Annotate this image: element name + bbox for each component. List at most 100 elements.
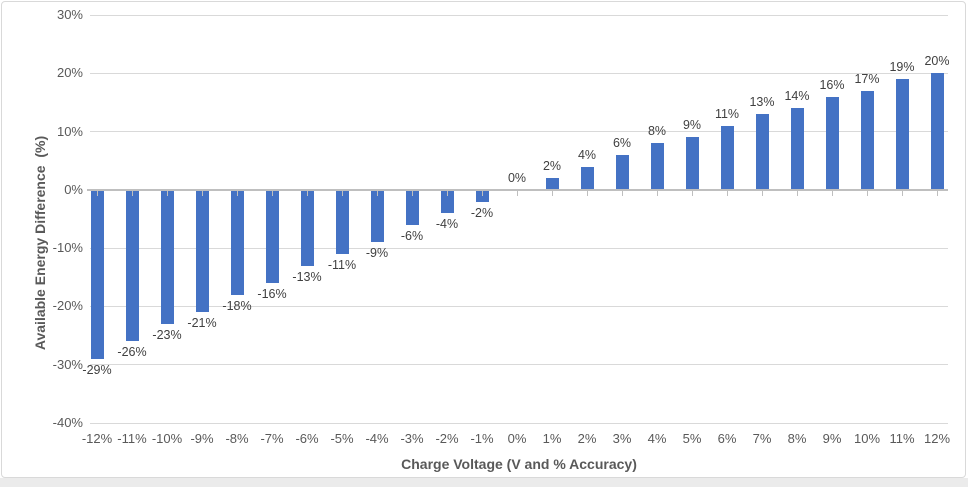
bar (615, 154, 629, 190)
x-tick-label: 7% (752, 431, 772, 446)
bar-value-label: -16% (257, 287, 287, 302)
axis-tick (201, 190, 203, 196)
bar-value-label: 13% (749, 95, 775, 110)
axis-tick (516, 190, 518, 196)
axis-tick (866, 190, 868, 196)
bar (755, 114, 769, 190)
axis-tick (446, 190, 448, 196)
bar (545, 178, 559, 190)
axis-tick (761, 190, 763, 196)
y-tick-label: -30% (52, 356, 83, 372)
bar (895, 79, 909, 190)
gridline (90, 305, 948, 307)
bar-value-label: 6% (612, 135, 632, 150)
gridline (90, 72, 948, 74)
bar-value-label: -23% (152, 327, 182, 342)
x-tick-label: -4% (365, 431, 389, 446)
bar-value-label: -18% (222, 298, 252, 313)
y-tick-label: 10% (56, 123, 83, 139)
bar-value-label: -29% (82, 362, 112, 377)
bar (825, 96, 839, 190)
bar-value-label: 4% (577, 147, 597, 162)
bar-value-label: -9% (365, 246, 389, 261)
bar-value-label: -2% (470, 205, 494, 220)
bar-value-label: 2% (542, 159, 562, 174)
gridline (90, 131, 948, 133)
x-tick-label: -10% (151, 431, 183, 446)
bar (475, 190, 489, 202)
axis-tick (901, 190, 903, 196)
bar (195, 190, 209, 313)
x-tick-label: 3% (612, 431, 632, 446)
x-tick-label: -2% (435, 431, 459, 446)
x-tick-label: 10% (853, 431, 881, 446)
bar (265, 190, 279, 284)
x-tick-label: 11% (889, 431, 915, 446)
x-axis-title: Charge Voltage (V and % Accuracy) (401, 456, 637, 472)
x-tick-label: 8% (787, 431, 807, 446)
x-tick-label: -11% (117, 431, 147, 446)
axis-tick (586, 190, 588, 196)
x-tick-label: -5% (330, 431, 354, 446)
bar (370, 190, 384, 243)
gridline (90, 247, 948, 249)
axis-tick (131, 190, 133, 196)
y-tick-label: -40% (52, 415, 83, 430)
x-tick-label: 2% (577, 431, 597, 446)
bar-value-label: 16% (819, 77, 845, 92)
x-tick-label: -12% (81, 431, 113, 446)
bar-value-label: 14% (784, 89, 810, 104)
x-tick-label: 1% (542, 431, 562, 446)
bar-value-label: 8% (647, 124, 667, 139)
axis-tick (621, 190, 623, 196)
axis-tick (831, 190, 833, 196)
axis-tick (271, 190, 273, 196)
bar (580, 166, 594, 190)
bar (230, 190, 244, 295)
x-tick-label: -9% (190, 431, 214, 446)
y-tick-label: 20% (56, 65, 83, 81)
bar (685, 137, 699, 190)
bar-value-label: 17% (854, 71, 880, 86)
y-tick-label: -20% (52, 298, 83, 314)
x-tick-label: 9% (822, 431, 842, 446)
bar-value-label: -13% (292, 269, 322, 284)
axis-tick (306, 190, 308, 196)
axis-tick (481, 190, 483, 196)
axis-tick (656, 190, 658, 196)
bar (160, 190, 174, 324)
bar-value-label: 11% (714, 106, 740, 121)
y-tick-label: -10% (52, 240, 83, 256)
x-tick-label: 4% (647, 431, 667, 446)
axis-tick (96, 190, 98, 196)
x-axis-line (87, 188, 948, 191)
axis-tick (236, 190, 238, 196)
axis-tick (726, 190, 728, 196)
bar-value-label: -11% (327, 257, 357, 272)
axis-tick (936, 190, 938, 196)
y-tick-label: 0% (64, 181, 83, 197)
bar (650, 143, 664, 190)
axis-tick (166, 190, 168, 196)
axis-tick (341, 190, 343, 196)
axis-tick (796, 190, 798, 196)
bar (440, 190, 454, 214)
axis-tick (551, 190, 553, 196)
bar (930, 73, 944, 190)
bar (335, 190, 349, 254)
bar (300, 190, 314, 266)
y-axis-title: Available Energy Difference (%) (32, 135, 48, 351)
bar-value-label: -26% (117, 345, 147, 360)
bar (720, 125, 734, 190)
bar (790, 108, 804, 190)
bar (90, 190, 104, 359)
axis-tick (376, 190, 378, 196)
bar (405, 190, 419, 225)
x-tick-label: 6% (717, 431, 737, 446)
x-tick-label: -3% (400, 431, 424, 446)
x-tick-label: 5% (682, 431, 702, 446)
x-tick-label: -1% (470, 431, 494, 446)
background-strip (0, 478, 968, 487)
